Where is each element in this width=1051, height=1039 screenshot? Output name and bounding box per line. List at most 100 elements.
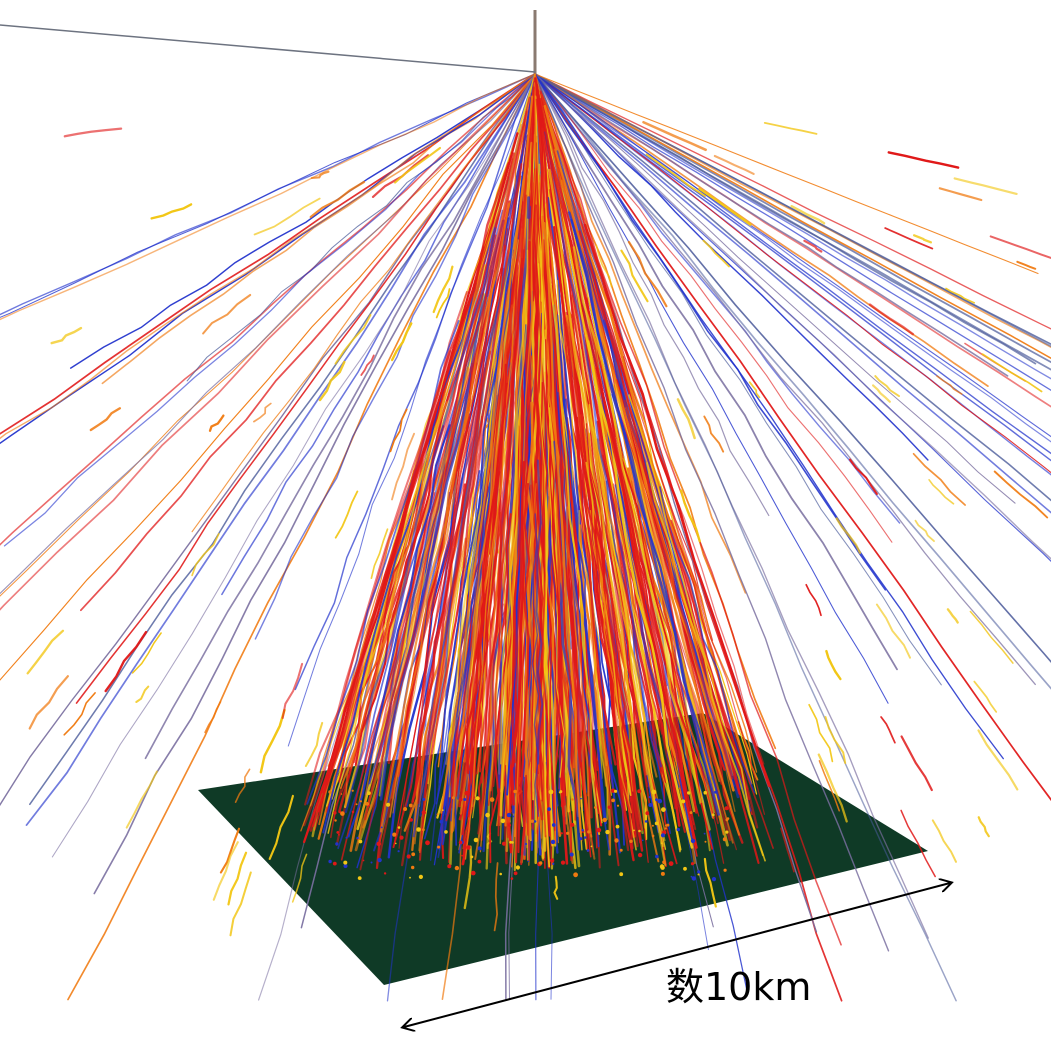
stray-track: [135, 685, 150, 704]
ground-hit: [722, 837, 727, 842]
ground-hit: [552, 862, 555, 866]
ground-hit: [422, 828, 425, 832]
ground-hit: [689, 811, 693, 815]
stray-track: [131, 632, 162, 674]
ground-hit: [357, 876, 362, 880]
ground-hit: [454, 865, 460, 871]
ground-hit: [726, 817, 730, 820]
ground-hit: [648, 803, 653, 807]
stray-track: [360, 354, 375, 376]
core-track: [398, 124, 527, 849]
ground-hit: [560, 860, 566, 865]
ground-hit: [444, 830, 448, 834]
stray-track: [713, 154, 755, 175]
particle-track: [294, 73, 536, 691]
particle-track: [534, 73, 889, 704]
stray-track: [880, 716, 896, 744]
particle-track: [191, 73, 536, 533]
ground-hit: [690, 875, 693, 878]
ground-hit: [399, 835, 404, 840]
ground-hit: [615, 824, 620, 829]
particle-track: [0, 73, 536, 435]
ground-hit: [655, 854, 659, 859]
core-track: [523, 484, 533, 822]
ground-hit: [638, 829, 641, 833]
stray-track: [868, 303, 915, 336]
ground-hit: [471, 870, 476, 876]
core-track: [595, 366, 698, 849]
core-track: [535, 459, 544, 765]
core-track: [596, 420, 668, 784]
stray-track: [304, 721, 324, 767]
core-track: [545, 339, 564, 808]
ground-hit: [397, 850, 400, 853]
stray-track: [989, 235, 1051, 260]
ground-hit: [425, 840, 430, 846]
stray-track: [234, 768, 251, 804]
ground-hit: [508, 823, 512, 827]
stray-track: [253, 197, 321, 236]
stray-track: [150, 203, 193, 220]
ground-hit: [551, 823, 556, 827]
ground-hit: [534, 820, 537, 823]
stray-track: [318, 360, 346, 402]
ground-hit: [466, 845, 471, 850]
stray-track: [642, 120, 707, 152]
particle-track: [0, 73, 536, 597]
stray-track: [334, 313, 372, 365]
ground-hit: [662, 860, 666, 864]
core-track: [389, 276, 496, 818]
stray-track: [191, 533, 220, 577]
core-track: [534, 74, 697, 805]
ground-hit: [506, 812, 512, 818]
ground-hit: [645, 811, 650, 816]
particle-track: [534, 73, 893, 543]
stray-track: [900, 809, 936, 878]
ground-hit: [570, 822, 575, 827]
core-track: [344, 227, 497, 814]
core-track: [359, 110, 528, 871]
ground-hit: [683, 866, 687, 871]
ground-hit: [644, 820, 648, 823]
ground-hit: [619, 848, 623, 852]
ground-hit: [651, 789, 657, 795]
ground-hit: [700, 802, 703, 805]
ground-hit: [637, 852, 643, 858]
particle-track: [534, 73, 1009, 377]
stray-track: [875, 603, 911, 659]
ground-hit: [566, 831, 570, 835]
ground-particle-hits: [328, 788, 730, 882]
core-track: [540, 381, 556, 831]
ground-hit: [334, 819, 337, 822]
stray-track: [748, 381, 761, 399]
ground-hit: [703, 832, 706, 835]
stray-track: [645, 153, 706, 197]
stray-track: [63, 692, 96, 736]
ground-hit: [511, 841, 514, 844]
stray-track: [389, 408, 408, 453]
stray-track: [945, 287, 976, 304]
particle-track: [29, 73, 536, 806]
core-track: [440, 95, 534, 814]
ground-hit: [406, 854, 411, 859]
ground-hit: [501, 841, 507, 846]
stray-track: [969, 610, 1014, 664]
core-track: [544, 131, 663, 768]
stray-track: [808, 703, 834, 763]
core-track: [340, 234, 497, 861]
ground-hit: [463, 798, 467, 801]
core-track: [545, 202, 601, 836]
stray-track: [780, 827, 795, 873]
core-track: [543, 222, 582, 834]
stray-track: [912, 452, 966, 506]
ground-hit: [447, 864, 452, 869]
ground-hit: [665, 824, 668, 827]
ground-hit: [714, 790, 717, 794]
electromagnetic-core-tracks: [300, 73, 774, 872]
particle-track: [0, 73, 536, 681]
stray-track: [50, 326, 83, 345]
incident-track: [0, 24, 536, 73]
core-track: [578, 509, 608, 821]
stray-track: [63, 127, 123, 138]
